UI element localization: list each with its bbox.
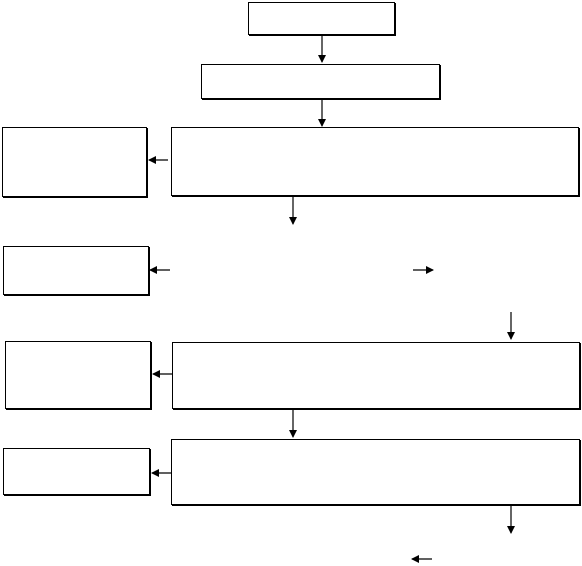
box-step-6 (171, 439, 581, 506)
box-side-5 (5, 341, 152, 410)
box-side-4 (3, 246, 150, 296)
box-step-5 (172, 342, 581, 410)
box-side-3 (2, 127, 148, 198)
box-step-3 (171, 127, 580, 197)
box-side-6 (3, 448, 151, 496)
box-step-2 (201, 64, 441, 100)
box-start (248, 2, 396, 36)
